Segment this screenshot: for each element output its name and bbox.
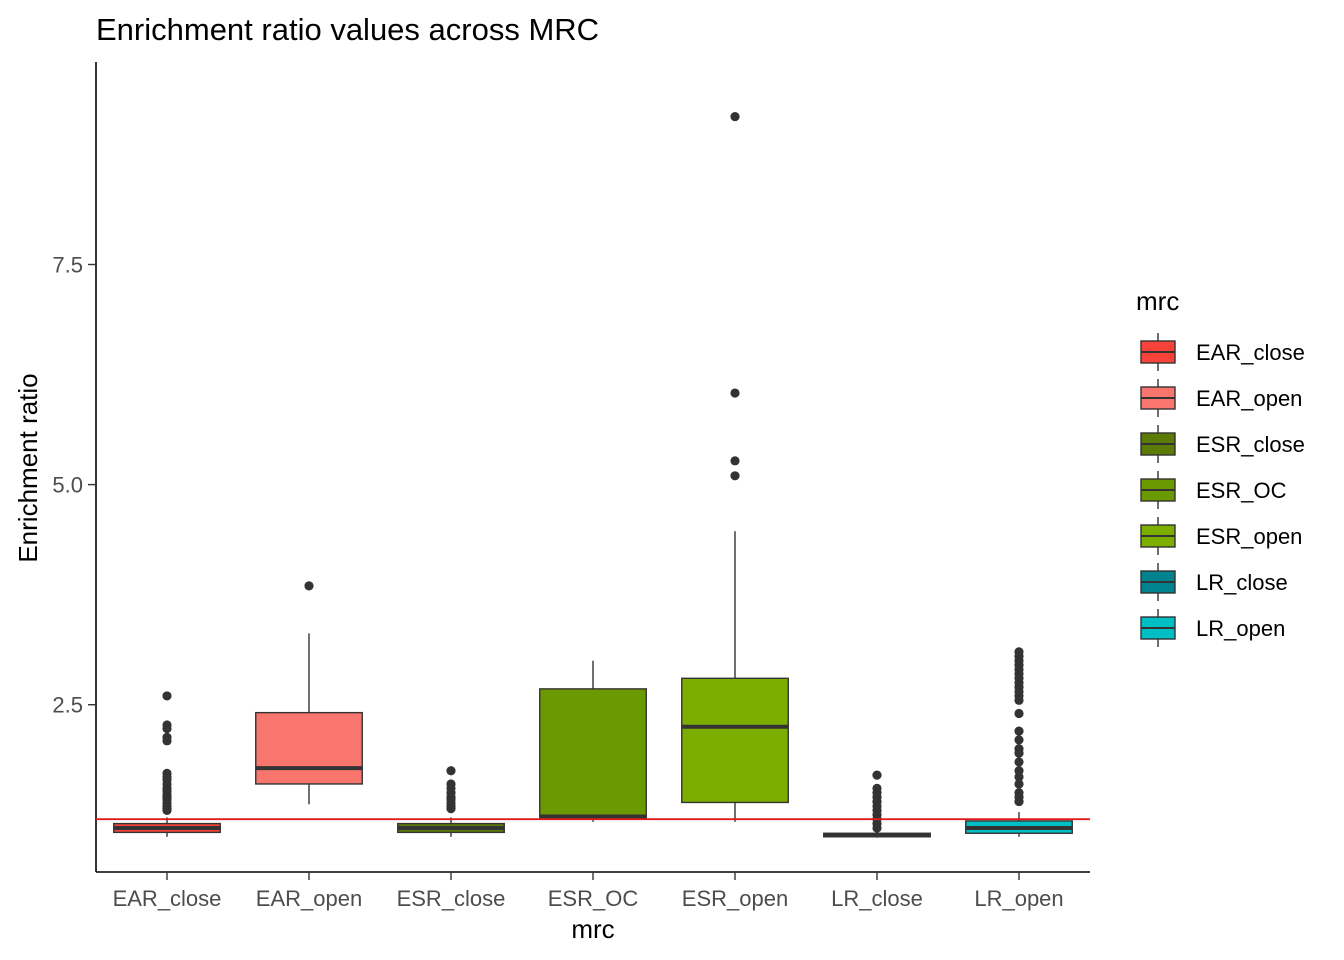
outlier-point [872,823,882,833]
legend-title: mrc [1136,286,1179,316]
outlier-point [872,770,882,780]
outlier-point [304,581,314,591]
y-axis-title: Enrichment ratio [13,373,43,562]
outlier-point [1014,796,1024,807]
legend-item-EAR_open: EAR_open [1140,379,1302,417]
box-EAR_close [113,691,221,837]
outlier-point [1014,779,1024,789]
legend-label: EAR_open [1196,386,1302,411]
legend: mrc EAR_close EAR_open ESR_close ESR_OC ESR_… [1136,286,1305,647]
box-LR_close [823,770,931,838]
outlier-point [730,456,740,466]
legend-item-EAR_close: EAR_close [1140,333,1305,371]
outlier-point [1014,772,1024,782]
outlier-point [1014,748,1024,758]
outlier-point [446,766,456,776]
legend-item-LR_open: LR_open [1140,609,1285,647]
box-ESR_OC [539,660,647,822]
legend-label: ESR_open [1196,524,1302,549]
box-body [681,677,789,804]
x-tick-label: ESR_close [397,886,506,911]
x-tick-label: EAR_close [113,886,222,911]
legend-label: ESR_OC [1196,478,1287,503]
box-ESR_open [681,111,789,822]
outlier-point [730,111,740,122]
outlier-point [162,736,172,746]
y-tick-label: 7.5 [52,253,83,278]
y-tick-label: 2.5 [52,693,83,718]
x-tick-label: ESR_open [682,886,788,911]
outlier-point [446,804,456,814]
outlier-point [1014,695,1024,705]
box-body [255,711,363,785]
outlier-point [162,723,172,734]
chart-title: Enrichment ratio values across MRC [96,12,599,47]
y-tick-label: 5.0 [52,473,83,498]
legend-label: ESR_close [1196,432,1305,457]
box-LR_open [965,647,1073,837]
outlier-point [162,805,172,815]
box-ESR_close [397,766,505,837]
x-tick-label: LR_open [974,886,1063,911]
legend-label: LR_open [1196,616,1285,641]
legend-item-ESR_OC: ESR_OC [1140,471,1287,509]
legend-item-ESR_close: ESR_close [1140,425,1305,463]
x-tick-label: EAR_open [256,886,362,911]
outlier-point [730,471,740,481]
x-tick-label: LR_close [831,886,923,911]
plot-area: 2.5 5.0 7.5 EAR_close EAR_open ESR_close ESR_O… [52,62,1090,911]
outlier-point [1014,726,1024,736]
legend-item-ESR_open: ESR_open [1140,517,1302,555]
box-body [539,688,647,820]
outlier-point [730,388,740,398]
legend-label: LR_close [1196,570,1288,595]
x-tick-label: ESR_OC [548,886,639,911]
outlier-point [1014,708,1024,719]
outlier-point [162,691,172,701]
x-axis-title: mrc [571,914,614,944]
legend-label: EAR_close [1196,340,1305,365]
outlier-point [1014,757,1024,767]
legend-item-LR_close: LR_close [1140,563,1288,601]
outlier-point [1014,735,1024,745]
box-EAR_open [255,581,363,805]
